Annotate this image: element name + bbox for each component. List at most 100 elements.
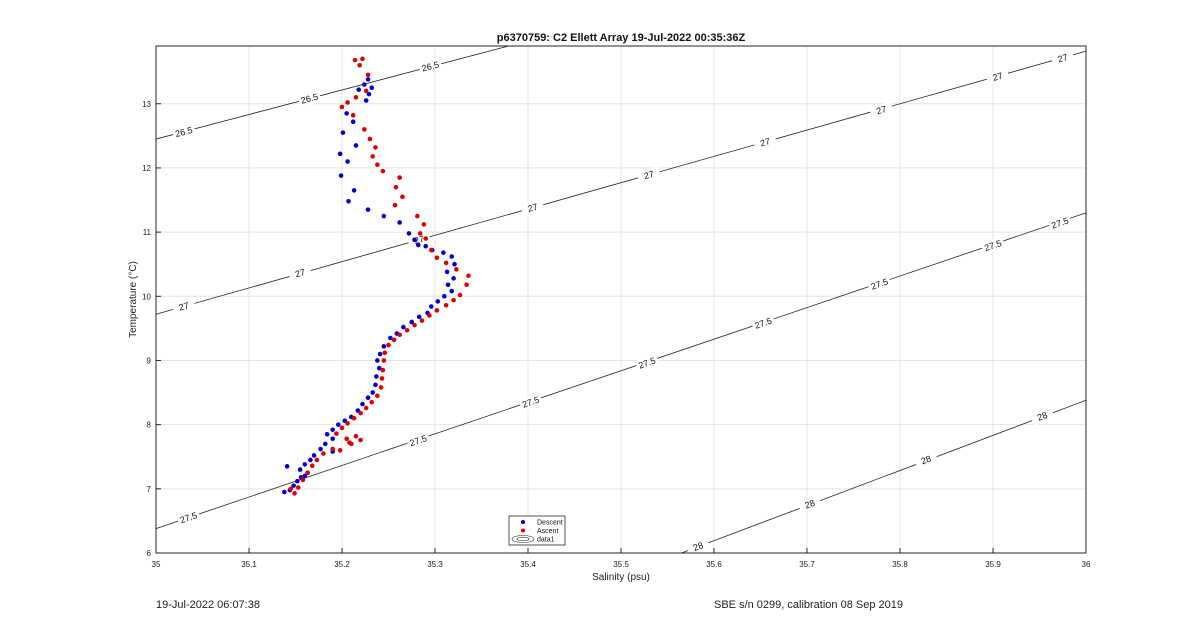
ascent-point [365, 72, 371, 78]
x-tick-label: 36 [1082, 560, 1091, 569]
descent-point [401, 324, 406, 330]
descent-point [291, 483, 296, 488]
isopycnal-label-bg [287, 264, 313, 282]
descent-point [397, 220, 402, 225]
descent-point [335, 422, 341, 427]
isopycnal-label-bg [636, 166, 662, 184]
ascent-point [434, 255, 440, 261]
ascent-point [428, 247, 434, 253]
ascent-point [443, 260, 449, 266]
descent-point [451, 276, 456, 281]
isopycnal-label: 27 [178, 300, 190, 312]
ascent-point [352, 57, 358, 63]
isopycnal-line [681, 399, 1087, 554]
descent-point [308, 457, 313, 463]
isopycnal-label-bg [869, 101, 894, 119]
ascent-point [300, 477, 306, 483]
ascent-point [345, 421, 350, 426]
descent-point [340, 130, 346, 135]
ascent-point [353, 95, 359, 100]
descent-point [442, 293, 447, 299]
descent-point [346, 199, 351, 204]
ascent-point [380, 367, 386, 373]
isopycnal-label: 27 [413, 234, 425, 246]
ascent-point [391, 337, 397, 343]
ascent-point [373, 145, 378, 150]
descent-point [445, 282, 451, 288]
ascent-point [393, 184, 399, 190]
ascent-point [397, 175, 402, 180]
legend-marker [521, 528, 525, 533]
ascent-point [379, 376, 385, 381]
ascent-point [434, 308, 440, 313]
isopycnal-line [155, 212, 1087, 529]
ascent-point [419, 318, 425, 323]
isopycnal-label: 26.5 [300, 92, 320, 106]
descent-point [365, 77, 371, 82]
ascent-point [350, 113, 356, 118]
ascent-point [457, 292, 463, 298]
isopycnal-label-bg [405, 431, 431, 450]
isopycnal-label: 28 [692, 540, 705, 553]
legend-entry-label: Ascent [537, 528, 558, 535]
isopycnal-label-bg [913, 450, 939, 470]
ascent-point [375, 393, 380, 399]
descent-point [324, 431, 330, 437]
descent-point [370, 390, 375, 395]
descent-point [381, 213, 387, 219]
y-tick-label: 10 [142, 292, 151, 301]
ascent-point [404, 328, 410, 333]
isopycnal-label: 27.5 [870, 277, 890, 292]
descent-point [322, 441, 328, 447]
x-tick-label: 35.6 [706, 560, 722, 569]
descent-point [381, 344, 387, 349]
isopycnal-label: 28 [1036, 410, 1049, 423]
ascent-point [375, 162, 380, 168]
ascent-point [392, 202, 398, 208]
ascent-point [423, 236, 429, 241]
ascent-point [421, 222, 427, 227]
descent-point [295, 478, 300, 484]
descent-point [373, 382, 378, 388]
timestamp-footer: 19-Jul-2022 06:07:38 [156, 599, 260, 611]
isopycnal-label: 27.5 [408, 433, 428, 448]
isopycnal-contours: 26.5 26.5 26.5 27 27 27 27 27 27 27 27 27 27.5 27.5 27… [155, 45, 1087, 557]
ascent-point [292, 491, 297, 496]
isopycnal-label: 27 [991, 71, 1003, 83]
x-tick-label: 35.3 [427, 560, 443, 569]
descent-point [330, 427, 336, 433]
descent-point [369, 85, 375, 91]
descent-point [345, 159, 350, 164]
descent-point [365, 395, 371, 400]
ascent-point [370, 154, 375, 159]
ascent-point [466, 273, 471, 279]
legend-marker [521, 520, 525, 524]
ascent-point [378, 385, 384, 390]
isopycnal-label-bg [520, 198, 545, 217]
isopycnal-label: 27 [526, 202, 538, 214]
y-tick-label: 11 [143, 228, 152, 237]
isopycnal-label-bg [1050, 49, 1075, 67]
descent-point [337, 151, 343, 157]
descent-point [351, 188, 357, 193]
isopycnal-label-bg [518, 392, 544, 412]
descent-point [444, 269, 450, 275]
x-tick-label: 35.5 [613, 560, 629, 569]
isopycnal-label-bg [867, 274, 892, 294]
ascent-point [443, 302, 449, 308]
descent-point [449, 288, 455, 294]
ascent-point [347, 440, 352, 445]
ascent-point [358, 437, 363, 443]
descent-point [441, 250, 446, 255]
x-axis-label: Salinity (psu) [592, 572, 650, 583]
descent-point [416, 314, 422, 320]
descent-point [330, 436, 336, 442]
isopycnal-label-bg [418, 57, 443, 76]
y-tick-label: 8 [147, 421, 152, 430]
isopycnal-label-bg [1047, 213, 1073, 233]
ascent-point [397, 332, 402, 338]
isopycnal-line [155, 50, 1087, 315]
isopycnal-label: 28 [920, 453, 933, 466]
